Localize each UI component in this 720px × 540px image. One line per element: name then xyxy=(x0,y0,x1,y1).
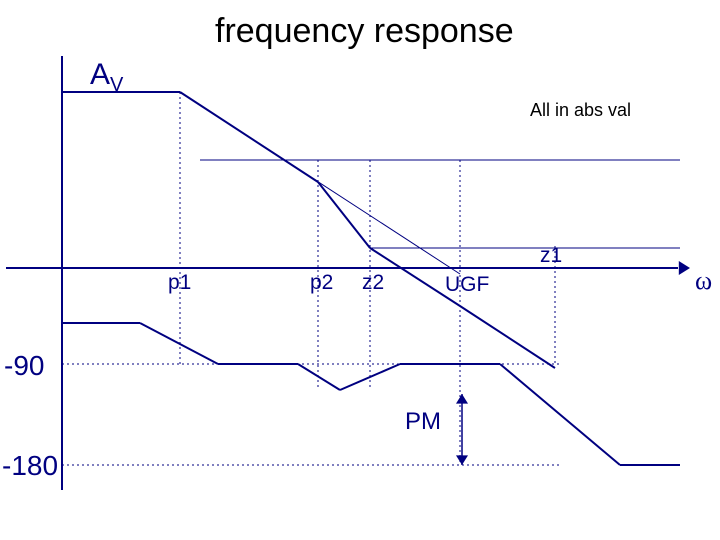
bode-diagram xyxy=(0,0,720,540)
